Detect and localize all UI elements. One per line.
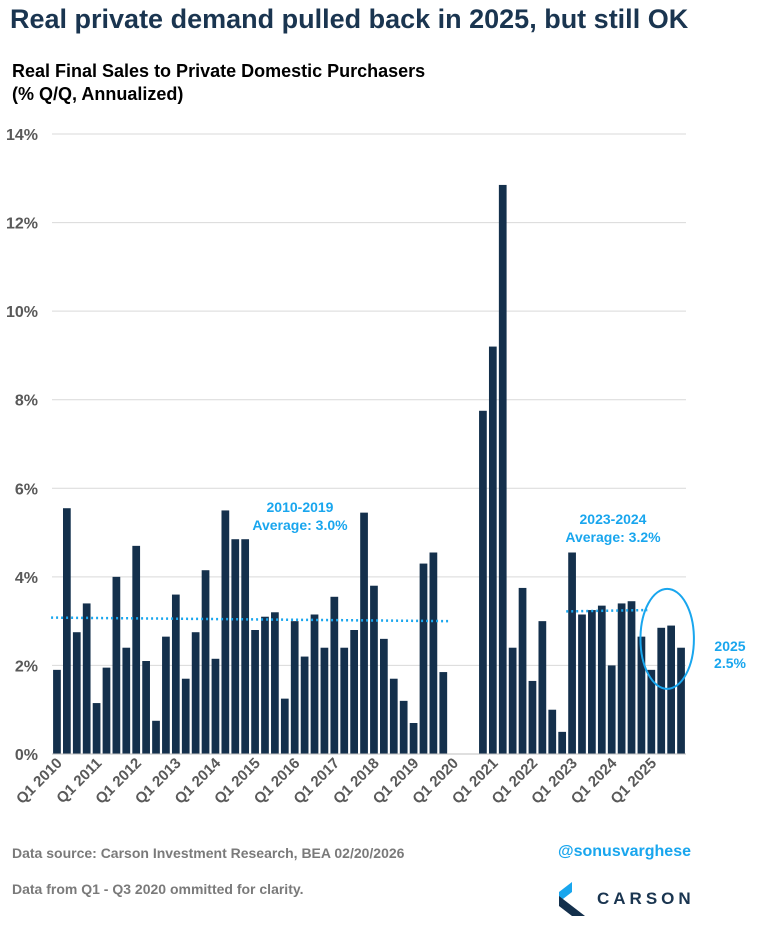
bar bbox=[300, 656, 309, 754]
bar bbox=[647, 669, 656, 754]
highlight-ellipse bbox=[639, 587, 695, 690]
bar bbox=[667, 625, 676, 754]
bar bbox=[340, 647, 349, 754]
bar bbox=[429, 552, 438, 754]
carson-logo: CARSON bbox=[559, 882, 695, 916]
bar bbox=[320, 647, 329, 754]
highlight-label-value: 2.5% bbox=[714, 655, 746, 671]
bar bbox=[607, 665, 616, 754]
bar bbox=[82, 603, 91, 754]
highlight-label-year: 2025 bbox=[714, 638, 745, 654]
data-source-note: Data source: Carson Investment Research,… bbox=[12, 845, 405, 861]
bar bbox=[122, 647, 131, 754]
bar bbox=[389, 678, 398, 754]
bar bbox=[588, 610, 596, 754]
bar bbox=[350, 630, 359, 754]
bar bbox=[488, 346, 497, 754]
bar bbox=[578, 614, 586, 754]
bar bbox=[171, 594, 180, 754]
bar bbox=[538, 621, 547, 754]
average-label-period: 2023-2024 bbox=[580, 511, 647, 527]
bar bbox=[181, 678, 190, 754]
average-label-period: 2010-2019 bbox=[267, 499, 334, 515]
bar bbox=[72, 632, 81, 754]
carson-logo-icon bbox=[559, 882, 585, 916]
bar bbox=[627, 601, 636, 754]
bar bbox=[379, 638, 388, 754]
bar bbox=[191, 632, 200, 754]
y-tick-label: 2% bbox=[15, 658, 38, 675]
bar bbox=[597, 605, 606, 754]
bar bbox=[518, 587, 527, 754]
bar bbox=[568, 552, 576, 754]
bar bbox=[419, 563, 428, 754]
bar bbox=[399, 700, 408, 754]
chart-subtitle: (% Q/Q, Annualized) bbox=[12, 84, 184, 104]
y-tick-label: 6% bbox=[15, 481, 38, 498]
chart-title: Real Final Sales to Private Domestic Pur… bbox=[12, 61, 426, 81]
bar bbox=[102, 667, 111, 754]
y-tick-label: 12% bbox=[6, 216, 38, 233]
omission-note: Data from Q1 - Q3 2020 ommitted for clar… bbox=[12, 881, 304, 897]
bar bbox=[162, 636, 170, 754]
bar bbox=[211, 658, 220, 754]
bar bbox=[152, 720, 160, 754]
bar bbox=[677, 647, 685, 754]
bar bbox=[221, 510, 230, 754]
bar bbox=[498, 184, 507, 754]
bar bbox=[53, 669, 61, 754]
bar bbox=[330, 596, 339, 754]
bar bbox=[261, 616, 269, 754]
bar bbox=[508, 647, 517, 754]
bar bbox=[528, 680, 537, 754]
y-tick-label: 8% bbox=[15, 393, 38, 410]
y-tick-label: 10% bbox=[6, 304, 38, 321]
bar bbox=[310, 614, 319, 754]
bar bbox=[62, 508, 71, 754]
average-line bbox=[51, 616, 450, 623]
bar bbox=[92, 703, 101, 754]
bar bbox=[657, 627, 666, 754]
average-label-value: Average: 3.2% bbox=[565, 529, 661, 545]
twitter-handle[interactable]: @sonusvarghese bbox=[558, 843, 691, 860]
y-tick-label: 0% bbox=[15, 747, 38, 764]
bar bbox=[360, 512, 368, 754]
bar bbox=[231, 539, 240, 754]
y-tick-label: 14% bbox=[6, 127, 38, 144]
bar bbox=[271, 612, 279, 754]
y-tick-label: 4% bbox=[15, 570, 38, 587]
bar bbox=[617, 603, 626, 754]
chart-title-block: Real Final Sales to Private Domestic Pur… bbox=[12, 60, 425, 106]
bar bbox=[637, 636, 646, 754]
bar bbox=[370, 585, 378, 754]
average-line bbox=[566, 608, 648, 613]
bar bbox=[439, 672, 448, 754]
bar bbox=[251, 630, 259, 754]
bar bbox=[132, 545, 141, 754]
bar bbox=[290, 621, 299, 754]
bar bbox=[112, 576, 121, 754]
bar bbox=[241, 539, 250, 754]
bar bbox=[479, 410, 487, 754]
bar bbox=[409, 723, 418, 754]
bar bbox=[201, 570, 210, 754]
chart-headline: Real private demand pulled back in 2025,… bbox=[10, 4, 689, 34]
carson-logo-text: CARSON bbox=[597, 889, 695, 908]
average-label-value: Average: 3.0% bbox=[252, 517, 348, 533]
bar bbox=[558, 731, 567, 754]
bar bbox=[548, 709, 557, 754]
bar bbox=[142, 661, 150, 754]
bar bbox=[280, 698, 289, 754]
